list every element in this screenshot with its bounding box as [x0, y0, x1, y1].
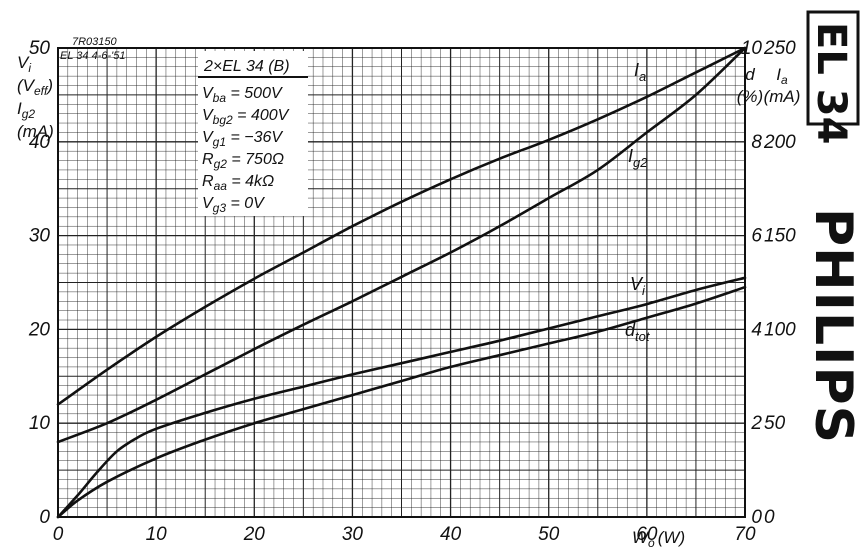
- y-ia-tick-label: 200: [763, 132, 796, 153]
- y-left-tick-label: 0: [39, 507, 50, 528]
- dtot-label: dtot: [625, 320, 651, 344]
- ig2-curve: [56, 46, 747, 444]
- x-tick-label: 70: [734, 524, 756, 545]
- y-left-axis-label: (Veff): [17, 76, 53, 98]
- y-left-tick-label: 20: [28, 319, 51, 340]
- y-d-axis-label: d: [745, 65, 755, 84]
- series-labels: Ia Ig2 Vi dtot: [625, 60, 651, 344]
- curves: [56, 46, 747, 519]
- tick-labels: 0 10 20 30 40 50 60 700102030405002468100501001…: [28, 38, 796, 545]
- x-tick-label: 50: [538, 524, 560, 545]
- tube-label: EL 34: [808, 22, 854, 144]
- y-ia-tick-label: 0: [764, 507, 775, 528]
- ia-curve: [56, 46, 747, 406]
- y-d-tick-label: 6: [751, 226, 762, 247]
- y-d-axis-label: (%): [737, 87, 763, 106]
- y-left-tick-label: 50: [29, 38, 51, 59]
- x-tick-label: 0: [53, 524, 64, 545]
- condition-line: Raa = 4kΩ: [202, 173, 274, 193]
- ig2-label: Ig2: [628, 146, 648, 170]
- y-left-axis-label: Vi: [17, 53, 31, 75]
- d-axis-labels: d (%): [737, 65, 763, 106]
- left-axis-labels: Vi(Veff)Ig2(mA): [17, 53, 54, 141]
- tube-label-box: [806, 10, 860, 126]
- plot-frame: [57, 47, 746, 518]
- dtot-curve: [56, 285, 747, 519]
- vi-curve: [56, 276, 747, 519]
- y-d-tick-label: 10: [741, 38, 763, 59]
- plot-border: [57, 47, 746, 518]
- y-d-tick-label: 0: [751, 507, 762, 528]
- x-tick-label: 20: [243, 524, 266, 545]
- condition-line: Vba = 500V: [202, 85, 283, 105]
- ref-line-1: 7R03150: [72, 36, 118, 48]
- x-axis-label: Wo (W): [632, 528, 685, 550]
- y-left-tick-label: 30: [29, 226, 51, 247]
- y-ia-axis-label: Ia: [776, 65, 788, 87]
- x-tick-label: 30: [342, 524, 364, 545]
- condition-line: Vg1 = −36V: [202, 129, 283, 149]
- y-ia-tick-label: 100: [764, 319, 796, 340]
- y-left-tick-label: 10: [29, 413, 51, 434]
- ia-label: Ia: [634, 60, 646, 84]
- y-left-axis-label: (mA): [17, 122, 54, 141]
- condition-line: Vg3 = 0V: [202, 195, 265, 215]
- y-d-tick-label: 8: [751, 132, 762, 153]
- x-tick-label: 10: [146, 524, 168, 545]
- y-left-tick-label: 40: [29, 132, 51, 153]
- y-ia-tick-label: 250: [763, 38, 796, 59]
- condition-line: Vbg2 = 400V: [202, 107, 290, 127]
- y-ia-tick-label: 50: [764, 413, 786, 434]
- brand-logo: PHILIPS: [803, 208, 863, 444]
- y-left-axis-label: Ig2: [17, 99, 35, 121]
- y-d-tick-label: 2: [750, 413, 762, 434]
- y-d-tick-label: 4: [751, 319, 762, 340]
- ref-line-2: EL 34 4-6-'51: [60, 50, 126, 62]
- vi-label: Vi: [630, 274, 646, 298]
- x-tick-label: 40: [440, 524, 462, 545]
- x-tick-label: 60: [636, 524, 658, 545]
- grid: [57, 47, 746, 518]
- condition-line: Rg2 = 750Ω: [202, 151, 284, 171]
- conditions-box: [198, 51, 308, 216]
- ia-axis-labels: Ia(mA): [764, 65, 801, 106]
- conditions-title: 2×EL 34 (B): [203, 58, 290, 75]
- y-ia-tick-label: 150: [764, 226, 796, 247]
- y-ia-axis-label: (mA): [764, 87, 801, 106]
